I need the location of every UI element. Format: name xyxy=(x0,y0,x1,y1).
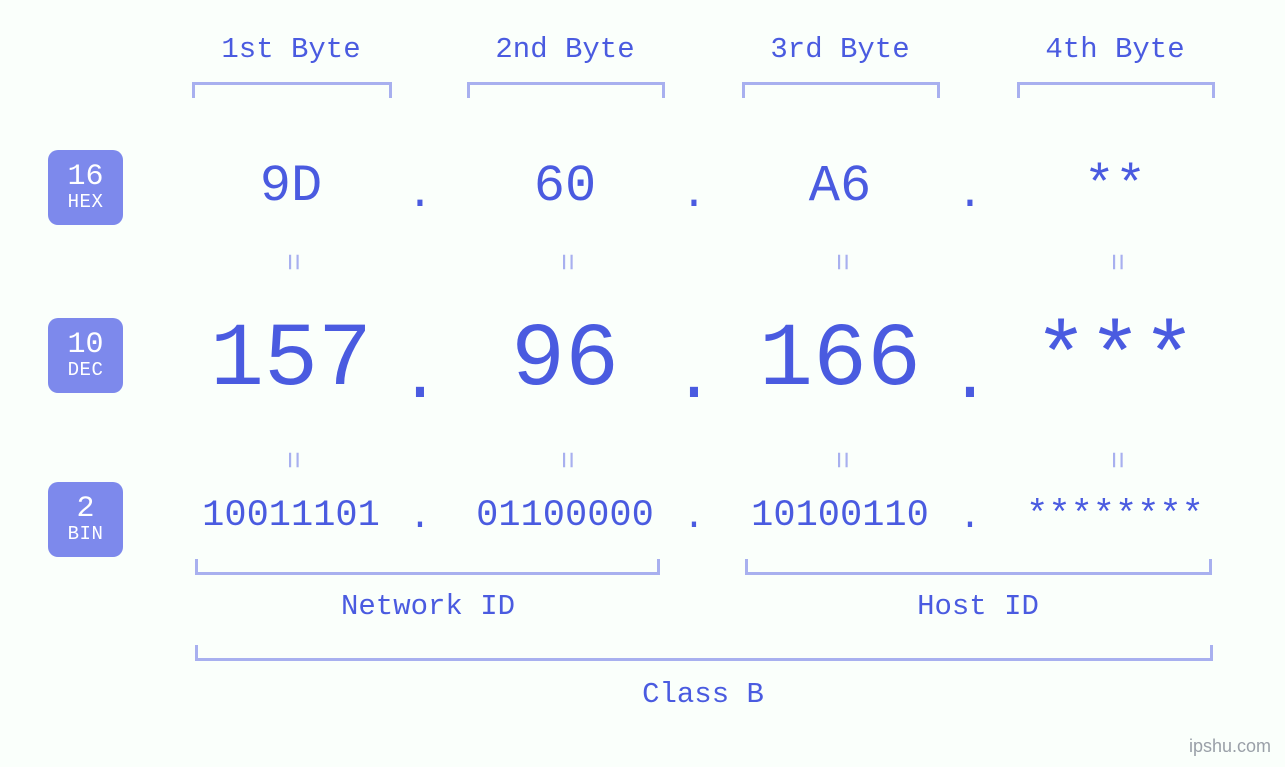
ip-bytes-diagram: 16 HEX 10 DEC 2 BIN 1st Byte 2nd Byte 3r… xyxy=(0,0,1285,767)
bin-byte-2: 01100000 xyxy=(476,495,654,537)
byte-bracket-2 xyxy=(467,82,665,98)
dot-icon: . xyxy=(949,340,991,419)
base-badge-dec: 10 DEC xyxy=(48,318,123,393)
equals-icon: = xyxy=(548,451,582,469)
dot-icon: . xyxy=(399,340,441,419)
network-id-bracket xyxy=(195,559,660,575)
bin-byte-3: 10100110 xyxy=(751,495,929,537)
byte-header-4: 4th Byte xyxy=(1045,33,1184,66)
equals-icon: = xyxy=(1098,253,1132,271)
dot-icon: . xyxy=(957,170,983,220)
base-badge-hex: 16 HEX xyxy=(48,150,123,225)
byte-bracket-3 xyxy=(742,82,940,98)
dot-icon: . xyxy=(683,497,705,539)
base-badge-bin: 2 BIN xyxy=(48,482,123,557)
equals-icon: = xyxy=(823,451,857,469)
equals-icon: = xyxy=(274,451,308,469)
dec-byte-1: 157 xyxy=(210,310,372,412)
dec-byte-2: 96 xyxy=(511,310,619,412)
hex-byte-4: ** xyxy=(1084,157,1146,216)
dec-byte-4: *** xyxy=(1034,310,1196,412)
byte-header-1: 1st Byte xyxy=(221,33,360,66)
equals-icon: = xyxy=(1098,451,1132,469)
watermark: ipshu.com xyxy=(1189,736,1271,757)
class-label: Class B xyxy=(642,678,764,711)
equals-icon: = xyxy=(823,253,857,271)
equals-icon: = xyxy=(548,253,582,271)
hex-byte-3: A6 xyxy=(809,157,871,216)
byte-bracket-1 xyxy=(192,82,392,98)
dot-icon: . xyxy=(407,170,433,220)
byte-header-3: 3rd Byte xyxy=(770,33,909,66)
dot-icon: . xyxy=(959,497,981,539)
base-number: 10 xyxy=(67,330,103,362)
dot-icon: . xyxy=(673,340,715,419)
byte-header-2: 2nd Byte xyxy=(495,33,634,66)
host-id-label: Host ID xyxy=(917,590,1039,623)
host-id-bracket xyxy=(745,559,1212,575)
base-label: HEX xyxy=(68,193,104,213)
class-bracket xyxy=(195,645,1213,661)
base-label: DEC xyxy=(68,361,104,381)
dot-icon: . xyxy=(681,170,707,220)
dec-byte-3: 166 xyxy=(759,310,921,412)
dot-icon: . xyxy=(409,497,431,539)
hex-byte-2: 60 xyxy=(534,157,596,216)
equals-icon: = xyxy=(274,253,308,271)
network-id-label: Network ID xyxy=(341,590,515,623)
bin-byte-4: ******** xyxy=(1026,495,1204,537)
base-label: BIN xyxy=(68,525,104,545)
base-number: 2 xyxy=(76,494,94,526)
byte-bracket-4 xyxy=(1017,82,1215,98)
base-number: 16 xyxy=(67,162,103,194)
bin-byte-1: 10011101 xyxy=(202,495,380,537)
hex-byte-1: 9D xyxy=(260,157,322,216)
